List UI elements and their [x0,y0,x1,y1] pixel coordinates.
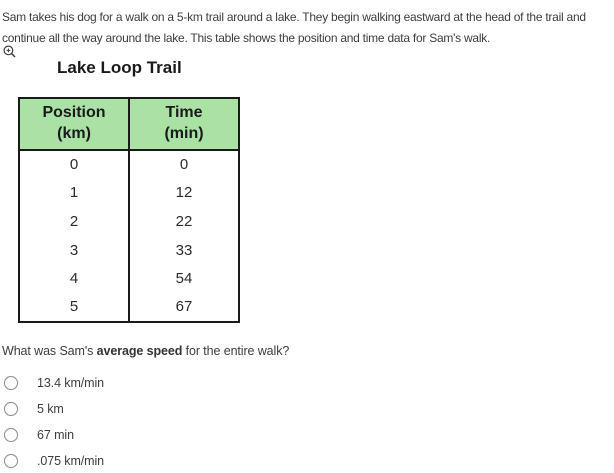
magnifier-plus-glyph [3,45,16,58]
header-time-line1: Time [165,104,203,122]
zoom-in-icon[interactable] [3,45,17,59]
answer-option-2[interactable]: 5 km [0,396,400,422]
answer-label[interactable]: 13.4 km/min [37,376,104,390]
radio-button[interactable] [4,376,18,390]
answer-options: 13.4 km/min 5 km 67 min .075 km/min [0,370,400,473]
table-header-position: Position (km) [18,97,130,151]
question-emphasis: average speed [96,344,183,358]
table-cell-time: 54 [175,270,193,288]
answer-option-3[interactable]: 67 min [0,422,400,448]
question-prefix: What was Sam's [2,344,97,358]
table-row: 5 67 [19,292,239,322]
header-time-line2: (min) [164,125,204,142]
header-position-line1: Position [42,104,106,122]
table-row: 1 12 [19,178,239,208]
table-header-time: Time (min) [128,97,240,151]
table-cell-position: 5 [19,292,130,322]
table-cell-time: 33 [175,241,193,259]
figure-title: Lake Loop Trail [57,58,182,77]
table-row: 4 54 [19,264,239,293]
table-row: 0 0 [19,150,239,179]
table-cell-position: 1 [19,178,130,208]
table-cell-time: 0 [179,156,189,174]
table-cell-time: 22 [175,212,193,230]
answer-option-1[interactable]: 13.4 km/min [0,370,400,396]
table-cell-position: 4 [19,264,130,293]
header-position-line2: (km) [57,125,91,142]
radio-button[interactable] [4,428,18,442]
answer-label[interactable]: 5 km [37,402,64,416]
table-row: 3 33 [19,235,239,265]
answer-label[interactable]: 67 min [37,428,74,442]
table-cell-position: 3 [19,235,130,265]
table-row: 2 22 [19,207,239,236]
intro-text: Sam takes his dog for a walk on a 5-km t… [2,10,586,45]
table-header-row: Position (km) Time (min) [18,97,240,151]
data-table: Position (km) Time (min) 0 0 1 12 2 22 3… [18,97,240,323]
radio-button[interactable] [4,454,18,468]
question-text: What was Sam's average speed for the ent… [2,344,289,358]
answer-option-4[interactable]: .075 km/min [0,448,400,473]
table-cell-position: 0 [19,150,130,179]
question-suffix: for the entire walk? [182,344,290,358]
table-cell-position: 2 [19,207,130,236]
answer-label[interactable]: .075 km/min [37,454,104,468]
radio-button[interactable] [4,402,18,416]
table-cell-time: 12 [175,184,193,202]
table-cell-time: 67 [175,298,193,316]
